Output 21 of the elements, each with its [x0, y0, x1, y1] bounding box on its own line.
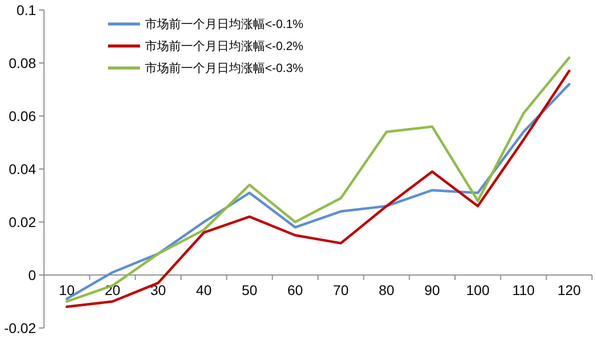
y-tick-label: 0.1: [16, 2, 36, 18]
legend-label: 市场前一个月日均涨幅<-0.3%: [145, 61, 304, 75]
x-tick-label: 110: [512, 282, 535, 298]
y-tick-label: 0: [28, 267, 36, 283]
y-tick-label: 0.04: [8, 161, 36, 177]
x-tick-label: 90: [424, 282, 440, 298]
y-tick-label: -0.02: [4, 320, 36, 336]
x-tick-label: 40: [196, 282, 212, 298]
x-tick-label: 100: [466, 282, 490, 298]
x-tick-label: 80: [378, 282, 394, 298]
y-tick-label: 0.08: [8, 55, 36, 71]
y-tick-label: 0.06: [8, 108, 36, 124]
x-tick-label: 70: [333, 282, 349, 298]
x-tick-label: 30: [150, 282, 166, 298]
y-tick-label: 0.02: [8, 214, 36, 230]
legend-label: 市场前一个月日均涨幅<-0.1%: [145, 17, 304, 31]
x-tick-label: 60: [287, 282, 304, 298]
x-tick-label: 10: [59, 282, 75, 298]
legend-label: 市场前一个月日均涨幅<-0.2%: [145, 39, 304, 53]
x-tick-label: 120: [557, 282, 582, 298]
x-tick-label: 50: [242, 282, 258, 298]
